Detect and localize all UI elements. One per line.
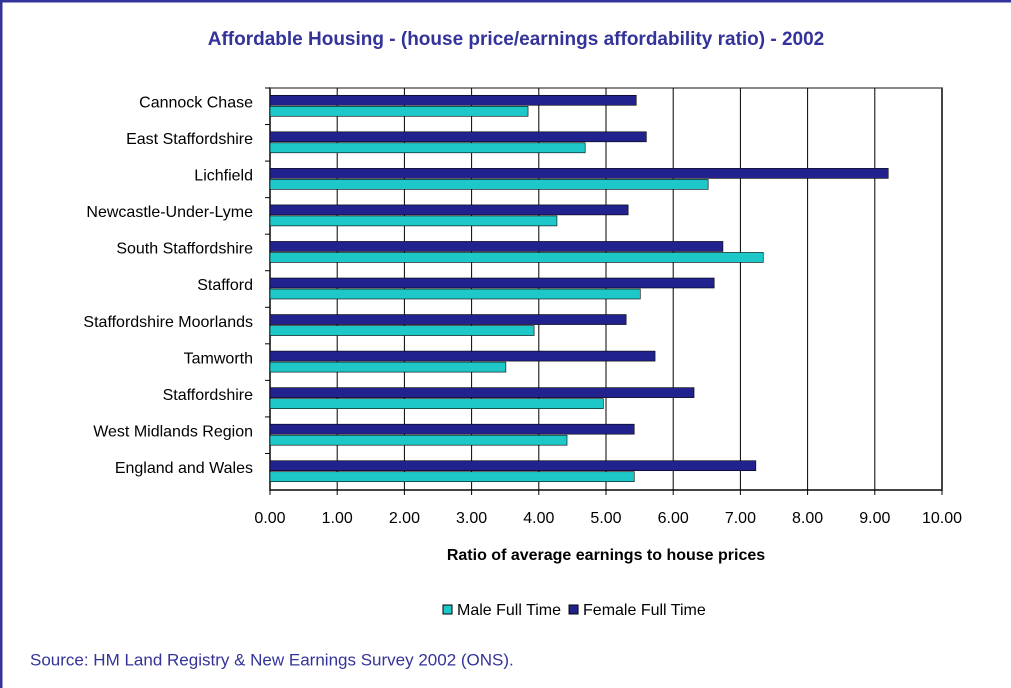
bar [269,252,764,263]
x-axis-title: Ratio of average earnings to house price… [447,547,765,564]
bar [269,179,709,190]
bar [269,288,641,300]
bar [269,350,656,362]
y-tick-label: England and Wales [115,460,253,477]
bar [269,131,647,143]
y-tick-label: Stafford [197,277,253,294]
x-tick-label: 6.00 [658,510,689,527]
bar [269,314,627,325]
x-tick-label: 4.00 [523,510,554,527]
x-tick-label: 1.00 [322,510,353,527]
bar [269,215,558,227]
bar [269,94,637,106]
x-tick-label: 9.00 [859,510,890,527]
bar [269,277,715,289]
x-tick-label: 8.00 [792,510,823,527]
x-tick-label: 3.00 [456,510,487,527]
bar [269,204,629,216]
bar [269,387,695,398]
legend-label: Male Full Time [457,602,561,619]
source-note: Source: HM Land Registry & New Earnings … [30,650,514,669]
y-tick-label: Staffordshire [163,387,254,404]
y-tick-label: Lichfield [194,168,253,185]
bar [269,241,724,252]
y-tick-label: Newcastle-Under-Lyme [86,204,253,221]
bar [269,460,757,472]
bar [269,471,635,483]
bar [269,168,889,179]
x-tick-label: 5.00 [590,510,621,527]
y-tick-label: Tamworth [184,350,253,367]
y-tick-label: Staffordshire Moorlands [83,314,253,331]
x-tick-label: 7.00 [725,510,756,527]
y-tick-label: East Staffordshire [126,131,253,148]
bar [269,434,568,446]
x-tick-label: 10.00 [922,510,962,527]
bar [269,398,604,409]
legend-swatch [442,604,453,615]
y-tick-label: Cannock Chase [139,94,253,111]
bar [269,361,507,373]
bar [269,142,586,154]
y-tick-label: South Staffordshire [116,241,253,258]
legend-label: Female Full Time [583,602,706,619]
x-tick-label: 2.00 [389,510,420,527]
chart-title: Affordable Housing - (house price/earnin… [208,29,825,50]
x-tick-label: 0.00 [254,510,285,527]
bar [269,423,635,435]
bar [269,325,535,336]
legend-swatch [568,604,579,615]
y-tick-label: West Midlands Region [93,423,253,440]
bar [269,105,529,117]
